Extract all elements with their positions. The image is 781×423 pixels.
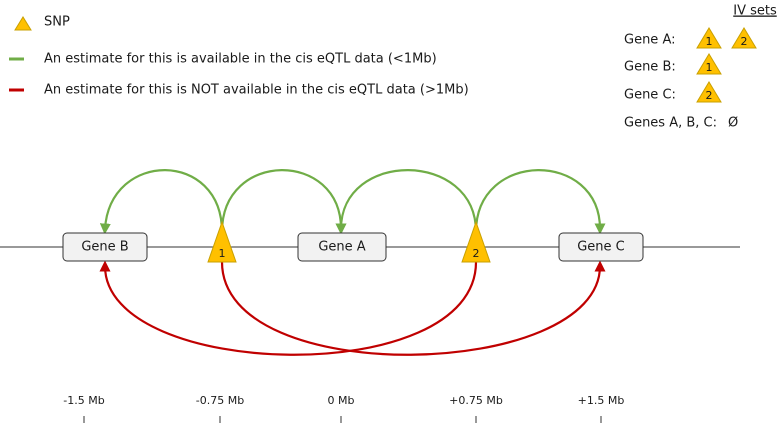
gene-label: Gene C — [577, 240, 625, 255]
iv-label: Gene C: — [624, 88, 676, 103]
axis-label: -0.75 Mb — [196, 394, 244, 407]
snp — [207, 220, 237, 263]
iv-snp — [696, 27, 722, 49]
legend-snp: SNP — [44, 15, 70, 30]
axis-label: +0.75 Mb — [449, 394, 503, 407]
arc-green — [220, 169, 347, 235]
arc-green — [474, 169, 606, 235]
axis-label: +1.5 Mb — [578, 394, 625, 407]
arc-green — [99, 169, 224, 235]
arc-red — [99, 260, 478, 356]
iv-empty: Ø — [728, 116, 738, 131]
legend-not-available: An estimate for this is NOT available in… — [44, 83, 469, 98]
iv-label: Gene A: — [624, 33, 676, 48]
iv-label: Genes A, B, C: — [624, 116, 717, 131]
snp — [461, 220, 491, 263]
iv-snp — [731, 27, 757, 49]
gene-label: Gene B — [81, 240, 128, 255]
gene-box — [297, 232, 387, 262]
gene-label: Gene A — [318, 240, 365, 255]
iv-snp — [696, 53, 722, 75]
axis-label: 0 Mb — [328, 394, 355, 407]
iv-label: Gene B: — [624, 60, 676, 75]
snp-label: 2 — [473, 247, 480, 260]
iv-snp-num: 1 — [706, 61, 713, 74]
iv-snp-num: 2 — [706, 89, 713, 102]
axis-label: -1.5 Mb — [63, 394, 104, 407]
gene-box — [558, 232, 644, 262]
iv-snp-num: 2 — [741, 35, 748, 48]
legend-available: An estimate for this is available in the… — [44, 52, 437, 67]
iv-snp — [696, 81, 722, 103]
arc-red — [220, 260, 606, 356]
gene-box — [62, 232, 148, 262]
legend-snp-icon — [14, 16, 32, 31]
iv-snp-num: 1 — [706, 35, 713, 48]
iv-title: IV sets — [733, 4, 777, 19]
snp-label: 1 — [219, 247, 226, 260]
arc-green — [335, 169, 478, 235]
